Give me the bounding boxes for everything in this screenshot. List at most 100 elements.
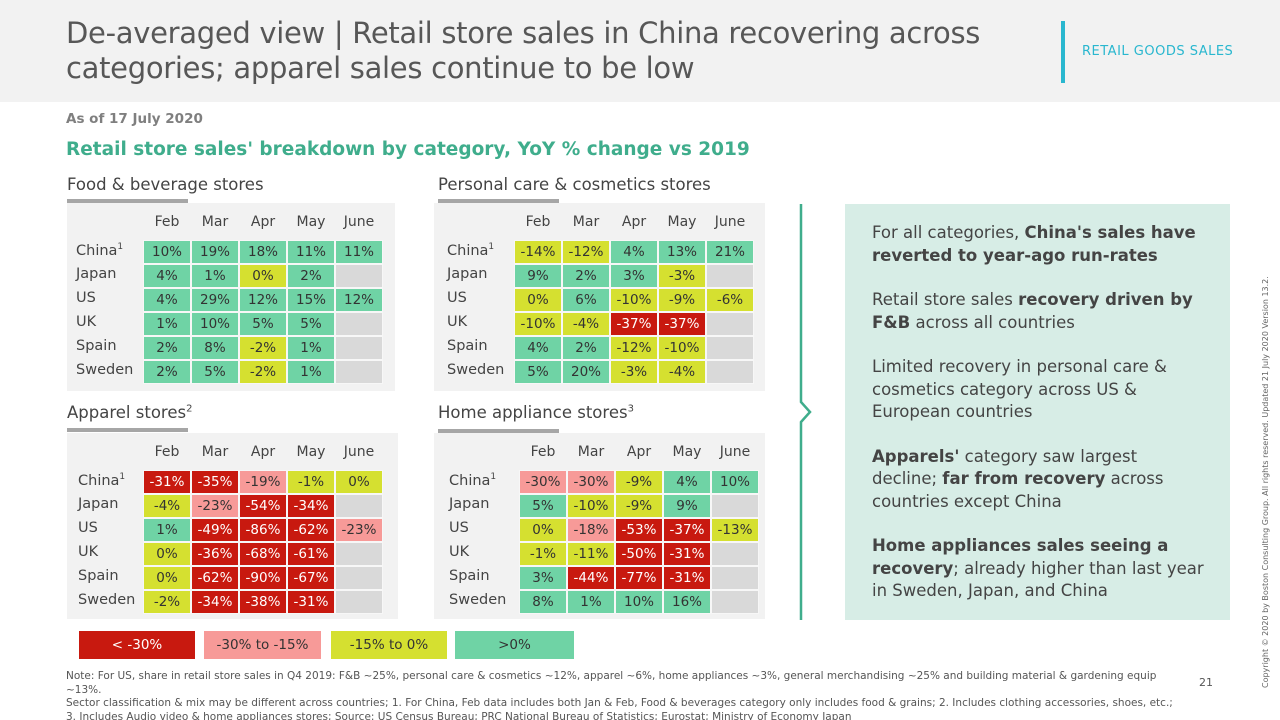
row-label-uk: UK: [76, 314, 96, 330]
heatmap-cell-spain-may: -10%: [658, 336, 706, 360]
row-label-japan: Japan: [78, 496, 118, 512]
heatmap-cell-sweden-apr: -38%: [239, 590, 287, 614]
subtitle: Retail store sales' breakdown by categor…: [66, 139, 750, 160]
page-title: De-averaged view | Retail store sales in…: [66, 16, 1026, 86]
row-label-text: Sweden: [447, 362, 505, 378]
column-header-mar: Mar: [201, 444, 229, 460]
heatmap-cell-japan-feb: 5%: [519, 494, 567, 518]
heatmap-cell-sweden-mar: 5%: [191, 360, 239, 384]
heatmap-cell-japan-mar: -10%: [567, 494, 615, 518]
summary-emphasis: far from recovery: [942, 469, 1106, 488]
heatmap-cell-spain-june: [335, 566, 383, 590]
footnote-line-1: Note: For US, share in retail store sale…: [66, 670, 1157, 696]
row-label-text: Sweden: [76, 362, 134, 378]
row-label-us: US: [449, 520, 469, 536]
heatmap-cell-china-may: 13%: [658, 240, 706, 264]
heatmap-cell-china-mar: -30%: [567, 470, 615, 494]
heatmap-cell-sweden-june: [335, 590, 383, 614]
heatmap-cell-uk-feb: -10%: [514, 312, 562, 336]
heatmap-cell-china-feb: -30%: [519, 470, 567, 494]
food-beverage-stores-column-headers: Feb Mar Apr May June: [143, 214, 383, 230]
heatmap-cell-spain-mar: -44%: [567, 566, 615, 590]
heatmap-cell-us-apr: -10%: [610, 288, 658, 312]
row-label-text: China: [78, 472, 120, 489]
heatmap-cell-sweden-feb: 2%: [143, 360, 191, 384]
column-header-may: May: [672, 444, 702, 460]
heatmap-cell-uk-may: -37%: [658, 312, 706, 336]
row-label-text: Sweden: [78, 592, 136, 608]
section-tag-bar: [1061, 21, 1065, 83]
heatmap-cell-japan-feb: -4%: [143, 494, 191, 518]
row-label-footnote-mark: 1: [117, 242, 124, 252]
legend-item-30-to-15: -30% to -15%: [204, 631, 321, 659]
row-label-text: UK: [447, 314, 468, 330]
legend-item-30: < -30%: [79, 631, 195, 659]
heatmap-cell-us-feb: 0%: [519, 518, 567, 542]
heatmap-cell-us-june: -6%: [706, 288, 754, 312]
heatmap-cell-sweden-feb: 5%: [514, 360, 562, 384]
column-header-may: May: [296, 214, 326, 230]
divider-chevron: [799, 204, 812, 620]
heatmap-cell-sweden-apr: -2%: [239, 360, 287, 384]
header-band: De-averaged view | Retail store sales in…: [0, 0, 1280, 102]
heatmap-cell-china-may: 4%: [663, 470, 711, 494]
column-header-feb: Feb: [154, 444, 180, 460]
row-label-sweden: Sweden: [78, 592, 135, 608]
heatmap-cell-spain-feb: 4%: [514, 336, 562, 360]
heatmap-cell-china-apr: -19%: [239, 470, 287, 494]
heatmap-cell-japan-may: -34%: [287, 494, 335, 518]
heatmap-cell-japan-mar: 1%: [191, 264, 239, 288]
column-header-june: June: [719, 444, 751, 460]
heatmap-cell-spain-apr: -2%: [239, 336, 287, 360]
heatmap-cell-uk-june: [335, 542, 383, 566]
footnote: Note: For US, share in retail store sale…: [66, 670, 1191, 720]
column-header-apr: Apr: [250, 214, 276, 230]
row-label-text: UK: [76, 314, 97, 330]
heatmap-cell-sweden-apr: -3%: [610, 360, 658, 384]
column-header-june: June: [343, 214, 375, 230]
heatmap-cell-spain-apr: -77%: [615, 566, 663, 590]
row-label-sweden: Sweden: [449, 592, 506, 608]
column-header-apr: Apr: [621, 214, 647, 230]
heatmap-cell-us-mar: -18%: [567, 518, 615, 542]
heatmap-cell-uk-apr: -50%: [615, 542, 663, 566]
heatmap-cell-china-feb: -31%: [143, 470, 191, 494]
row-label-japan: Japan: [76, 266, 116, 282]
heatmap-cell-china-mar: 19%: [191, 240, 239, 264]
heatmap-cell-us-apr: -86%: [239, 518, 287, 542]
heatmap-cell-china-feb: -14%: [514, 240, 562, 264]
heatmap-cell-spain-feb: 3%: [519, 566, 567, 590]
row-label-spain: Spain: [76, 338, 117, 354]
row-label-footnote-mark: 1: [119, 472, 126, 482]
heatmap-cell-us-may: -62%: [287, 518, 335, 542]
personal-care-cosmetics-stores-title: Personal care & cosmetics stores: [438, 175, 711, 194]
heatmap-cell-us-apr: 12%: [239, 288, 287, 312]
heatmap-cell-spain-apr: -90%: [239, 566, 287, 590]
home-appliance-stores-title-text: Home appliance stores: [438, 403, 628, 422]
apparel-stores-underline: [67, 428, 188, 432]
summary-box: For all categories, China's sales have r…: [845, 204, 1230, 620]
row-label-spain: Spain: [78, 568, 119, 584]
row-label-text: Sweden: [449, 592, 507, 608]
column-header-mar: Mar: [572, 214, 600, 230]
heatmap-cell-japan-june: [335, 264, 383, 288]
heatmap-cell-china-may: -1%: [287, 470, 335, 494]
home-appliance-stores-column-headers: Feb Mar Apr May June: [519, 444, 759, 460]
heatmap-cell-us-mar: -49%: [191, 518, 239, 542]
legend-item-0: >0%: [455, 631, 574, 659]
heatmap-cell-sweden-june: [711, 590, 759, 614]
food-beverage-stores-title: Food & beverage stores: [67, 175, 264, 194]
heatmap-cell-uk-apr: -68%: [239, 542, 287, 566]
heatmap-cell-sweden-may: -4%: [658, 360, 706, 384]
heatmap-cell-uk-may: -31%: [663, 542, 711, 566]
footnote-line-2: Sector classification & mix may be diffe…: [66, 697, 1173, 709]
food-beverage-stores-underline: [67, 199, 188, 203]
heatmap-cell-us-june: -13%: [711, 518, 759, 542]
heatmap-cell-sweden-may: 16%: [663, 590, 711, 614]
column-header-mar: Mar: [577, 444, 605, 460]
row-label-text: US: [76, 290, 96, 306]
heatmap-cell-spain-mar: -62%: [191, 566, 239, 590]
heatmap-cell-uk-mar: 10%: [191, 312, 239, 336]
heatmap-cell-japan-june: [706, 264, 754, 288]
heatmap-cell-us-mar: 6%: [562, 288, 610, 312]
